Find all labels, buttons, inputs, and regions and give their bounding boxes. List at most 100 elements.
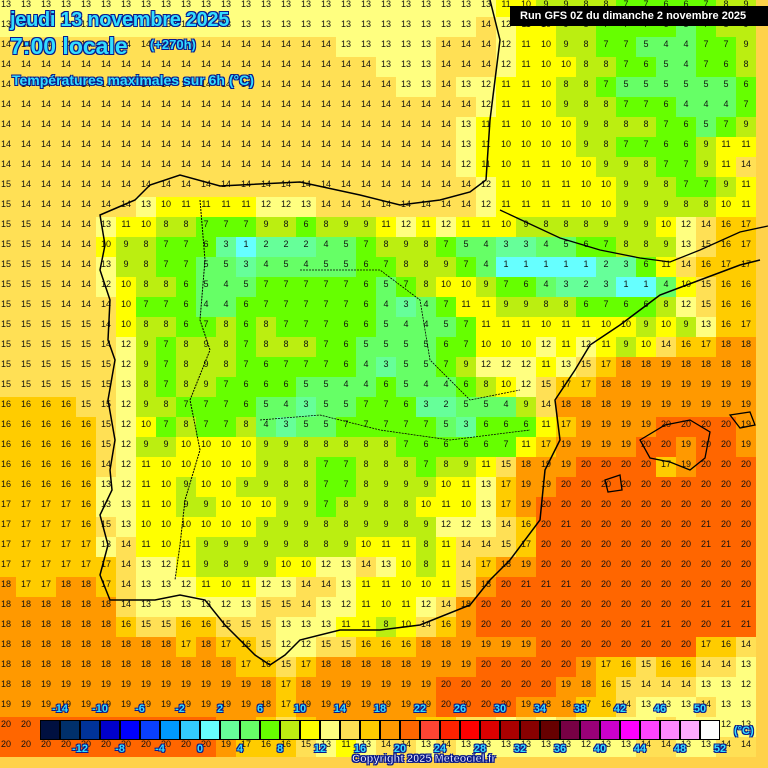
grid-value: 13 [200,599,211,609]
grid-value: 10 [100,239,111,249]
map-cell [76,57,96,77]
grid-value: 7 [243,359,249,369]
grid-value: 7 [683,179,689,189]
grid-value: 8 [403,519,409,529]
grid-value: 20 [740,499,751,509]
grid-value: 18 [300,679,311,689]
grid-value: 14 [20,179,31,189]
grid-value: 9 [203,499,209,509]
grid-value: 5 [323,419,329,429]
grid-value: 10 [240,519,251,529]
grid-value: 17 [40,579,51,589]
grid-value: 7 [163,419,169,429]
map-cell [76,77,96,97]
grid-value: 4 [223,299,229,309]
grid-value: 15 [260,599,271,609]
grid-value: 12 [340,599,351,609]
grid-value: 5 [323,259,329,269]
grid-value: 17 [240,659,251,669]
grid-value: 13 [340,39,351,49]
grid-value: 14 [300,579,311,589]
grid-value: 13 [140,0,151,9]
grid-value: 20 [540,519,551,529]
grid-value: 11 [521,319,531,329]
grid-value: 1 [243,239,249,249]
grid-value: 11 [421,219,431,229]
grid-value: 14 [60,139,71,149]
grid-value: 8 [223,359,229,369]
grid-value: 7 [623,59,629,69]
grid-value: 20 [540,559,551,569]
grid-value: 13 [460,19,471,29]
grid-value: 8 [363,439,369,449]
grid-value: 14 [240,139,251,149]
grid-value: 20 [680,579,691,589]
grid-value: 20 [660,439,671,449]
grid-value: 14 [440,159,451,169]
grid-value: 19 [660,399,671,409]
grid-value: 8 [683,199,689,209]
grid-value: 18 [60,599,71,609]
grid-value: 15 [640,659,651,669]
grid-value: 7 [303,279,309,289]
grid-value: 16 [0,419,11,429]
legend-swatch [180,720,200,740]
grid-value: 4 [483,259,489,269]
grid-value: 14 [300,179,311,189]
grid-value: 6 [243,379,249,389]
grid-value: 16 [260,659,271,669]
legend-swatch [440,720,460,740]
grid-value: 20 [680,499,691,509]
map-cell [36,37,56,57]
grid-value: 12 [420,599,431,609]
grid-value: 14 [360,179,371,189]
grid-value: 12 [280,639,291,649]
map-cell [56,217,76,237]
grid-value: 8 [363,459,369,469]
grid-value: 16 [40,479,51,489]
grid-value: 8 [363,479,369,489]
grid-value: 9 [603,159,609,169]
grid-value: 16 [60,439,71,449]
grid-value: 20 [680,419,691,429]
grid-value: 12 [740,679,751,689]
grid-value: 7 [203,219,209,229]
grid-value: 10 [540,119,551,129]
grid-value: 20 [620,479,631,489]
grid-value: 18 [480,579,491,589]
grid-value: 10 [260,499,271,509]
grid-value: 4 [483,239,489,249]
map-cell [16,57,36,77]
grid-value: 7 [443,359,449,369]
grid-value: 13 [740,659,751,669]
grid-value: 9 [643,179,649,189]
grid-value: 10 [500,379,511,389]
grid-value: 20 [660,499,671,509]
map-cell [0,17,16,37]
grid-value: 8 [143,279,149,289]
grid-value: 14 [300,59,311,69]
grid-value: 12 [280,199,291,209]
grid-value: 19 [400,679,411,689]
grid-value: 20 [620,559,631,569]
grid-value: 7 [703,39,709,49]
grid-value: 13 [280,0,291,9]
grid-value: 20 [700,459,711,469]
grid-value: 17 [60,559,71,569]
grid-value: 14 [260,159,271,169]
grid-value: 11 [481,299,491,309]
grid-value: 19 [480,639,491,649]
grid-value: 10 [140,219,151,229]
grid-value: 10 [220,459,231,469]
grid-value: 9 [643,319,649,329]
legend-tick-top: 22 [413,703,427,716]
grid-value: 17 [500,479,511,489]
grid-value: 11 [381,219,391,229]
grid-value: 14 [80,159,91,169]
grid-value: 16 [240,639,251,649]
grid-value: 14 [20,59,31,69]
grid-value: 8 [163,219,169,229]
grid-value: 21 [720,599,731,609]
grid-value: 20 [540,659,551,669]
grid-value: 6 [663,139,669,149]
